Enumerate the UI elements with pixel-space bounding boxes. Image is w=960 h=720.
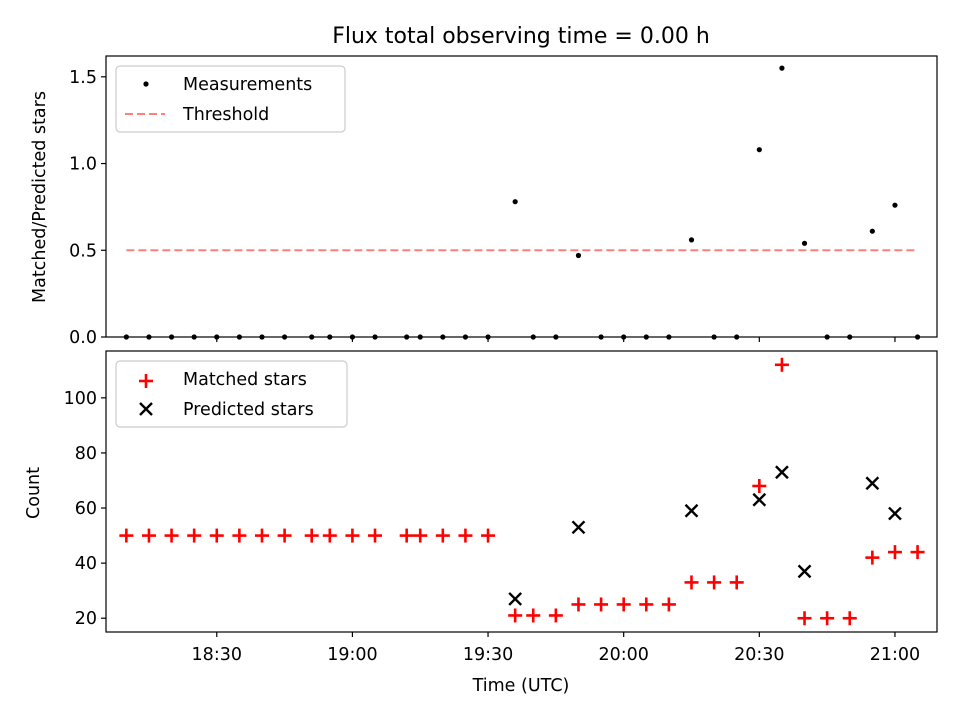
matched-star-point [707,575,722,590]
matched-star-point [254,528,269,543]
predicted-star-point [571,520,586,535]
ratio-legend: Measurements Threshold [115,65,346,133]
ratio-ytick-label: 0.5 [69,241,97,261]
count-ytick-label: 20 [75,609,97,629]
matched-legend-marker [139,374,153,388]
matched-star-point [458,528,473,543]
matched-star-point [842,611,857,626]
measurement-point [892,202,898,208]
matched-star-point [616,597,631,612]
ratio-axes-frame [105,55,938,338]
matched-star-point [865,550,880,565]
matched-star-point [571,597,586,612]
predicted-star-point [752,492,767,507]
legend-matched-label: Matched stars [183,370,307,390]
legend-box [115,65,346,133]
xtick-label: 20:30 [734,645,784,665]
matched-star-point [526,608,541,623]
xtick-label: 18:30 [192,645,242,665]
matched-star-point [435,528,450,543]
chart-title: Flux total observing time = 0.00 h [332,24,710,49]
legend-box [115,360,348,428]
measurement-point [512,199,518,205]
count-ytick-label: 100 [64,389,97,409]
matched-star-point [277,528,292,543]
predicted-star-point [508,592,523,606]
matched-star-point [639,597,654,612]
predicted-star-point [684,503,699,518]
measurement-point [575,252,582,259]
count-axes: 20 40 60 80 100 18:30 19:00 19:30 20:00 20:30 21:… [24,350,938,696]
matched-star-point [797,611,812,626]
matched-star-point [187,528,202,543]
measurements-legend-marker [143,81,149,87]
measurement-point [801,240,808,246]
matched-star-point [481,528,496,543]
predicted-star-point [797,564,812,579]
matched-star-point [508,608,523,623]
predicted-star-point [865,476,880,491]
measurement-point [779,65,785,71]
xtick-label: 21:00 [870,645,920,665]
ratio-ytick-label: 1.0 [69,155,97,175]
matched-star-point [119,528,134,543]
x-axis-label: Time (UTC) [472,676,570,696]
xtick-label: 19:30 [463,645,513,665]
ratio-ylabel: Matched/Predicted stars [30,91,50,303]
matched-star-point [594,597,609,612]
xtick-label: 20:00 [598,645,648,665]
matched-star-point [887,545,902,560]
matched-star-point [322,528,337,543]
predicted-star-point [888,506,902,521]
matched-star-point [399,528,414,543]
count-ytick-label: 40 [75,554,97,574]
predicted-star-point [775,465,789,480]
count-legend: Matched stars Predicted stars [115,360,348,428]
matched-star-point [209,528,224,543]
matched-star-point [368,528,383,543]
ratio-ytick-label: 1.5 [69,68,97,88]
ratio-ytick-label: 0.0 [69,328,97,348]
matched-star-point [910,545,925,560]
count-ytick-label: 60 [75,499,97,519]
matched-star-point [752,478,767,493]
matched-star-point [164,528,179,543]
legend-measurements-label: Measurements [183,75,312,95]
ratio-axes: 0.0 0.5 1.0 1.5 Matched/Predicted stars Mea… [30,55,938,348]
legend-threshold-label: Threshold [182,105,269,125]
count-axes-frame [105,350,938,633]
predicted-legend-marker [139,402,153,416]
legend-predicted-label: Predicted stars [183,400,314,420]
matched-star-point [548,608,563,623]
matched-star-point [141,528,156,543]
count-ytick-label: 80 [75,444,97,464]
matched-star-point [774,357,789,372]
matched-star-point [413,528,428,543]
matched-star-point [820,611,835,626]
xtick-label: 19:00 [327,645,377,665]
count-ylabel: Count [24,467,44,519]
measurement-point [869,228,875,234]
matched-star-point [304,528,319,543]
matched-star-point [232,528,247,543]
matched-star-point [661,597,676,612]
matched-star-point [729,575,744,590]
measurement-point [688,237,695,243]
matched-star-point [684,575,699,590]
measurement-point [756,147,762,153]
matched-star-point [345,528,360,543]
